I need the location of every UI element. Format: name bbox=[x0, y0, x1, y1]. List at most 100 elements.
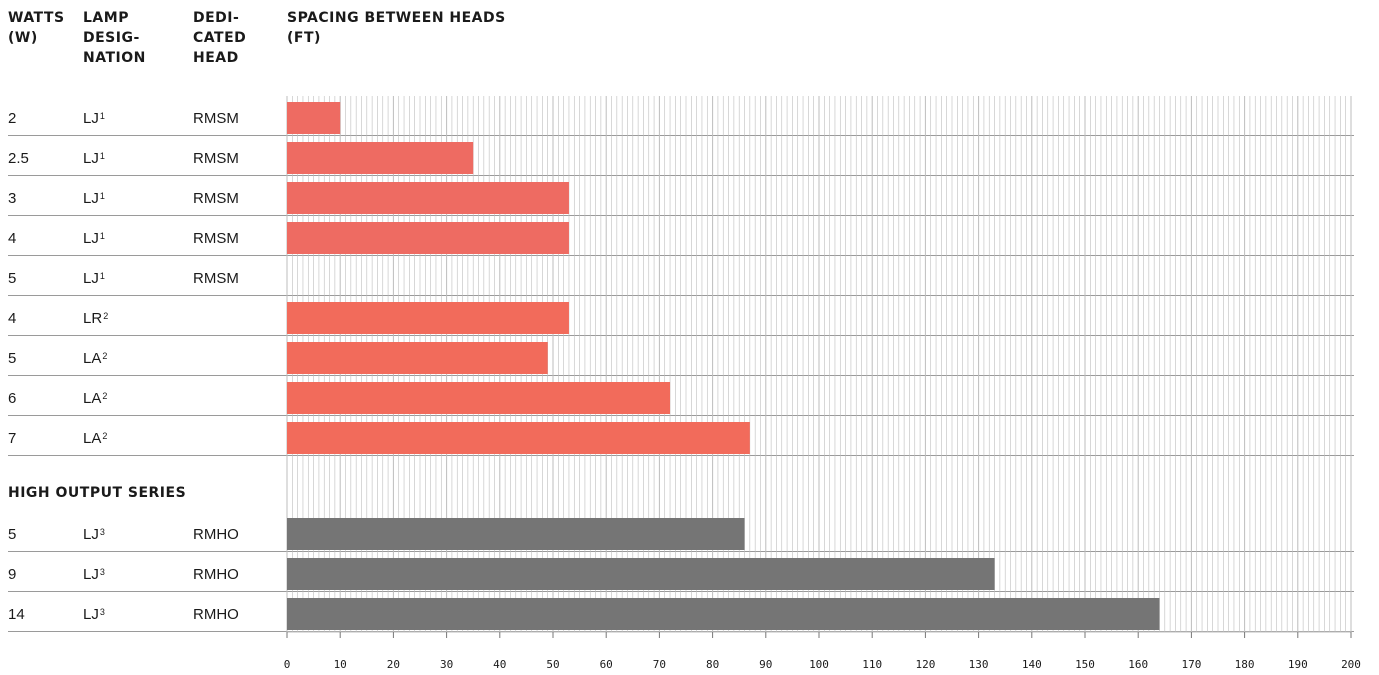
x-tick-label: 60 bbox=[600, 658, 613, 671]
x-tick-label: 130 bbox=[969, 658, 989, 671]
cell-lamp: LJ1 bbox=[83, 149, 105, 169]
row-divider bbox=[8, 455, 1354, 456]
x-tick-label: 120 bbox=[915, 658, 935, 671]
bar bbox=[287, 222, 569, 254]
bar bbox=[287, 142, 474, 174]
lamp-code: LJ bbox=[83, 230, 99, 247]
x-tick-label: 90 bbox=[759, 658, 772, 671]
lamp-code: LJ bbox=[83, 526, 99, 543]
x-tick-label: 70 bbox=[653, 658, 666, 671]
x-tick-label: 50 bbox=[546, 658, 559, 671]
x-tick-label: 200 bbox=[1341, 658, 1361, 671]
x-tick-label: 160 bbox=[1128, 658, 1148, 671]
footnote-marker: 2 bbox=[103, 311, 109, 321]
lamp-code: LJ bbox=[83, 270, 99, 287]
cell-head: RMSM bbox=[193, 270, 239, 287]
row-divider bbox=[8, 295, 1354, 296]
row-divider bbox=[8, 215, 1354, 216]
lamp-code: LA bbox=[83, 390, 102, 407]
bar bbox=[287, 518, 745, 550]
row-divider bbox=[8, 135, 1354, 136]
lamp-code: LA bbox=[83, 430, 102, 447]
row-divider bbox=[8, 375, 1354, 376]
bar bbox=[287, 598, 1160, 630]
x-tick-label: 20 bbox=[387, 658, 400, 671]
footnote-marker: 3 bbox=[99, 527, 105, 537]
footnote-marker: 1 bbox=[99, 151, 105, 161]
cell-lamp: LR2 bbox=[83, 309, 108, 329]
lamp-code: LR bbox=[83, 310, 103, 327]
lamp-code: LJ bbox=[83, 190, 99, 207]
cell-lamp: LJ1 bbox=[83, 229, 105, 249]
cell-watts: 2.5 bbox=[8, 150, 29, 167]
bar bbox=[287, 302, 569, 334]
cell-head: RMSM bbox=[193, 150, 239, 167]
x-tick-label: 100 bbox=[809, 658, 829, 671]
cell-lamp: LA2 bbox=[83, 429, 107, 449]
cell-watts: 14 bbox=[8, 606, 25, 623]
cell-lamp: LA2 bbox=[83, 349, 107, 369]
x-tick-label: 40 bbox=[493, 658, 506, 671]
x-tick-label: 140 bbox=[1022, 658, 1042, 671]
header-dedicated-head: DEDI- CATED HEAD bbox=[193, 10, 247, 66]
lamp-code: LJ bbox=[83, 606, 99, 623]
cell-watts: 4 bbox=[8, 230, 17, 247]
bar bbox=[287, 382, 671, 414]
row-divider bbox=[8, 335, 1354, 336]
cell-head: RMHO bbox=[193, 606, 239, 623]
bar bbox=[287, 182, 569, 214]
footnote-marker: 3 bbox=[99, 567, 105, 577]
lamp-code: LA bbox=[83, 350, 102, 367]
lamp-code: LJ bbox=[83, 110, 99, 127]
cell-watts: 5 bbox=[8, 350, 17, 367]
x-tick-label: 80 bbox=[706, 658, 719, 671]
row-divider bbox=[8, 415, 1354, 416]
footnote-marker: 3 bbox=[99, 607, 105, 617]
cell-lamp: LJ3 bbox=[83, 565, 105, 585]
bar bbox=[287, 102, 341, 134]
header-watts: WATTS (W) bbox=[8, 10, 65, 46]
footnote-marker: 1 bbox=[99, 191, 105, 201]
lamp-code: LJ bbox=[83, 566, 99, 583]
cell-head: RMHO bbox=[193, 526, 239, 543]
header-spacing: SPACING BETWEEN HEADS (FT) bbox=[287, 10, 506, 46]
cell-head: RMHO bbox=[193, 566, 239, 583]
x-tick-label: 30 bbox=[440, 658, 453, 671]
cell-watts: 5 bbox=[8, 526, 17, 543]
row-divider bbox=[8, 175, 1354, 176]
cell-lamp: LA2 bbox=[83, 389, 107, 409]
footnote-marker: 2 bbox=[102, 431, 108, 441]
cell-head: RMSM bbox=[193, 230, 239, 247]
cell-watts: 5 bbox=[8, 270, 17, 287]
row-divider bbox=[8, 551, 1354, 552]
row-divider bbox=[8, 255, 1354, 256]
x-tick-label: 0 bbox=[284, 658, 291, 671]
cell-watts: 7 bbox=[8, 430, 17, 447]
footnote-marker: 1 bbox=[99, 271, 105, 281]
cell-lamp: LJ1 bbox=[83, 109, 105, 129]
footnote-marker: 2 bbox=[102, 391, 108, 401]
x-tick-label: 180 bbox=[1235, 658, 1255, 671]
header-lamp-designation: LAMP DESIG- NATION bbox=[83, 10, 146, 66]
cell-lamp: LJ3 bbox=[83, 605, 105, 625]
cell-lamp: LJ3 bbox=[83, 525, 105, 545]
x-tick-label: 110 bbox=[862, 658, 882, 671]
x-tick-label: 170 bbox=[1181, 658, 1201, 671]
cell-watts: 9 bbox=[8, 566, 17, 583]
lamp-code: LJ bbox=[83, 150, 99, 167]
x-tick-label: 150 bbox=[1075, 658, 1095, 671]
footnote-marker: 1 bbox=[99, 231, 105, 241]
x-tick-label: 190 bbox=[1288, 658, 1308, 671]
cell-head: RMSM bbox=[193, 110, 239, 127]
footnote-marker: 1 bbox=[99, 111, 105, 121]
cell-lamp: LJ1 bbox=[83, 189, 105, 209]
cell-watts: 4 bbox=[8, 310, 17, 327]
x-tick-label: 10 bbox=[334, 658, 347, 671]
cell-lamp: LJ1 bbox=[83, 269, 105, 289]
bar bbox=[287, 342, 548, 374]
bar bbox=[287, 422, 750, 454]
cell-watts: 3 bbox=[8, 190, 17, 207]
cell-watts: 6 bbox=[8, 390, 17, 407]
row-divider bbox=[8, 591, 1354, 592]
